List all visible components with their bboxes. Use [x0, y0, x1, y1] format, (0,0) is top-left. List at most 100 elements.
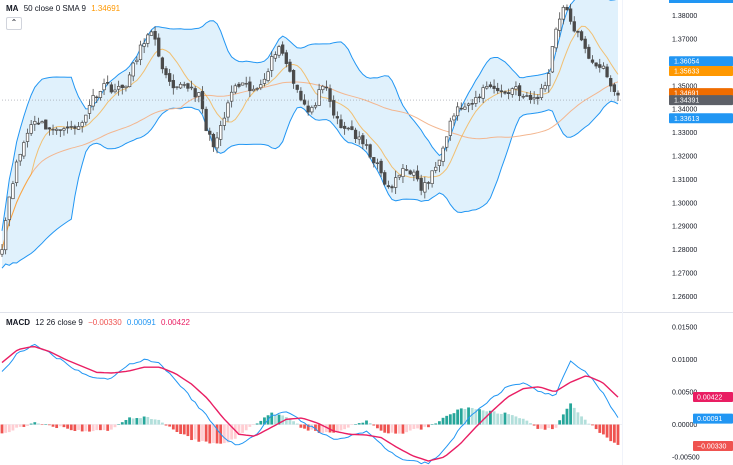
price-axis-tick: 1.33000: [672, 130, 697, 137]
macd-hist-bar: [401, 424, 405, 434]
legend-collapse-button[interactable]: ⌃: [6, 17, 22, 30]
candle-down: [44, 119, 48, 130]
candle-up: [510, 88, 514, 95]
candle-up: [423, 182, 427, 193]
candle-up: [561, 6, 565, 20]
macd-hist-bar: [605, 424, 609, 438]
price-badge-top: [669, 0, 733, 3]
candle-up: [142, 43, 146, 47]
candle-down: [594, 62, 598, 67]
candle-up: [266, 71, 270, 81]
macd-hist-bar: [113, 424, 117, 428]
candle-up: [412, 171, 416, 176]
macd-hist-bar: [80, 424, 84, 432]
price-badge-label: 1.36054: [674, 59, 699, 66]
macd-hist-bar: [423, 424, 427, 427]
macd-hist-bar: [139, 418, 142, 425]
macd-hist-bar: [365, 420, 368, 425]
macd-hist-bar: [357, 423, 361, 425]
macd-legend-name: MACD: [6, 318, 30, 327]
candle-up: [554, 28, 558, 49]
macd-hist-bar: [233, 424, 237, 439]
candle-down: [499, 90, 504, 93]
macd-hist-bar: [135, 418, 139, 425]
candle-down: [383, 172, 387, 185]
macd-hist-bar: [33, 422, 37, 425]
candle-down: [477, 96, 482, 99]
candle-up: [273, 54, 278, 59]
macd-hist-bar: [248, 424, 252, 427]
candle-down: [324, 86, 329, 89]
macd-badge: −0.00330: [693, 441, 733, 452]
macd-hist-bar: [430, 424, 434, 425]
candle-up: [346, 127, 350, 130]
macd-hist-bar: [408, 424, 412, 431]
macd-axis-tick: 0.00500: [672, 389, 697, 396]
macd-hist-bar: [416, 424, 419, 429]
price-badge-bg: [669, 66, 733, 77]
candle-down: [503, 91, 507, 94]
macd-hist-bar: [339, 424, 343, 431]
macd-axis-tick: 0.00000: [672, 422, 697, 429]
candle-up: [601, 65, 606, 69]
macd-hist-bar: [215, 424, 219, 444]
candle-down: [492, 85, 496, 89]
candle-down: [153, 31, 157, 40]
price-axis-tick: 1.34000: [672, 107, 697, 114]
macd-histogram: [0, 403, 620, 445]
candle-up: [84, 114, 88, 123]
candle-up: [430, 170, 434, 184]
candle-down: [459, 107, 463, 110]
candle-down: [339, 119, 343, 129]
price-badge-label: 1.34691: [674, 91, 699, 98]
candle-up: [550, 46, 555, 73]
macd-hist-bar: [310, 424, 314, 430]
candle-up: [532, 97, 536, 100]
macd-hist-bar: [547, 424, 551, 429]
macd-hist-bar: [58, 424, 62, 427]
candle-down: [565, 6, 569, 11]
candle-down: [379, 160, 383, 174]
candle-down: [120, 84, 124, 88]
macd-hist-bar: [448, 414, 452, 425]
price-badge-bg: [669, 113, 733, 124]
candle-down: [171, 80, 175, 89]
macd-hist-bar: [587, 423, 591, 425]
macd-hist-bar: [317, 424, 321, 433]
candle-up: [219, 125, 223, 140]
macd-hist-bar: [277, 414, 281, 425]
price-axis-tick: 1.37000: [672, 37, 697, 44]
candle-up: [463, 106, 467, 110]
macd-badge-bg: [693, 392, 733, 403]
price-axis-tick: 1.38000: [672, 13, 697, 20]
candle-up: [270, 56, 274, 71]
macd-hist-bar: [616, 424, 620, 445]
candle-up: [397, 174, 401, 178]
candle-up: [69, 126, 73, 128]
macd-legend-params: 12 26 close 9: [35, 318, 83, 327]
macd-hist-bar: [583, 419, 587, 425]
macd-axis-tick: -0.00500: [672, 455, 700, 462]
macd-hist-bar: [142, 416, 146, 425]
candle-up: [62, 128, 66, 131]
macd-hist-bar: [263, 417, 266, 425]
candle-down: [157, 37, 161, 57]
macd-hist-bar: [602, 424, 605, 435]
candle-up: [76, 126, 81, 130]
macd-hist-bar: [55, 424, 59, 429]
candle-down: [568, 8, 573, 22]
candle-up: [277, 46, 281, 56]
macd-hist-bar: [168, 424, 172, 427]
candle-down: [342, 125, 347, 129]
macd-hist-bar: [47, 424, 51, 426]
macd-hist-bar: [325, 424, 328, 433]
macd-line: [1, 343, 619, 465]
macd-hist-bar: [335, 424, 339, 432]
macd-legend: MACD 12 26 close 9 −0.00330 0.00091 0.00…: [6, 318, 193, 327]
macd-hist-bar: [558, 420, 562, 425]
macd-hist-bar: [193, 424, 197, 440]
macd-hist-bar: [95, 424, 99, 431]
macd-hist-bar: [22, 424, 26, 427]
macd-hist-bar: [459, 408, 463, 425]
